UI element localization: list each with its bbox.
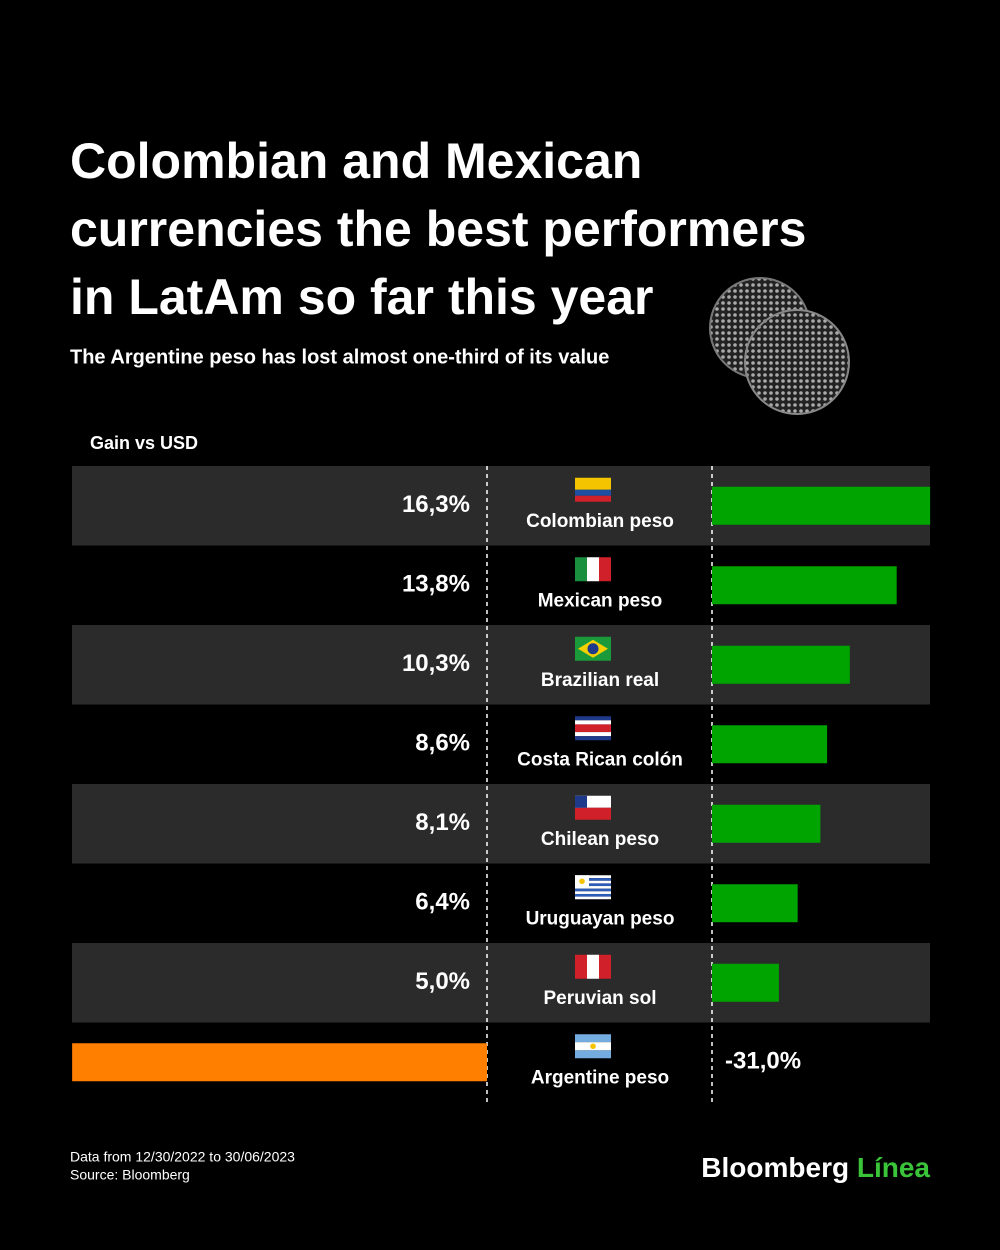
coins <box>709 277 850 415</box>
flag <box>575 875 611 900</box>
flag-stripe <box>575 888 611 892</box>
bar <box>712 725 828 764</box>
bar <box>712 645 850 684</box>
flag-stripe <box>575 893 611 897</box>
bar <box>712 804 821 843</box>
flag-stripe <box>575 954 587 979</box>
category-label: Mexican peso <box>538 590 663 611</box>
value-label: 5,0% <box>415 968 470 995</box>
brand-logo: Bloomberg Línea <box>701 1152 930 1183</box>
category-label: Peruvian sol <box>544 988 657 1009</box>
value-label: 8,1% <box>415 809 470 836</box>
flag-stripe <box>579 878 585 885</box>
flag-stripe <box>575 878 611 881</box>
flag-stripe <box>575 557 587 582</box>
category-label: Brazilian real <box>541 670 659 691</box>
flag-stripe <box>575 489 611 496</box>
flag <box>575 1034 611 1059</box>
flag-stripe <box>590 1043 596 1050</box>
flag-stripe <box>599 954 611 979</box>
flag-stripe <box>575 880 611 884</box>
flag-stripe <box>575 1050 611 1059</box>
flag-stripe <box>575 875 611 879</box>
flag-stripe <box>587 954 599 979</box>
subtitle: The Argentine peso has lost almost one-t… <box>70 346 609 368</box>
flag-stripe <box>575 724 611 733</box>
note: Data from 12/30/2022 to 30/06/2023 <box>70 1149 295 1165</box>
bar <box>72 1043 487 1082</box>
chart-title: in LatAm so far this year <box>70 269 654 325</box>
bar <box>712 566 897 605</box>
flag <box>575 557 611 582</box>
category-label: Chilean peso <box>541 829 659 850</box>
flag-stripe <box>575 807 611 820</box>
flag-stripe <box>599 557 611 582</box>
flag <box>575 636 611 661</box>
category-label: Uruguayan peso <box>526 908 675 929</box>
flag-stripe <box>587 643 599 655</box>
flag-stripe <box>575 891 611 894</box>
row-band <box>72 943 930 1023</box>
bar <box>712 486 931 525</box>
chart-title: Colombian and Mexican <box>70 133 642 189</box>
flag <box>575 795 611 820</box>
flag-stripe <box>575 886 611 889</box>
value-label: 6,4% <box>415 889 470 916</box>
note: Source: Bloomberg <box>70 1167 190 1183</box>
brand: Bloomberg <box>701 1152 849 1183</box>
flag <box>575 954 611 979</box>
value-label: 16,3% <box>402 491 470 518</box>
bar <box>712 884 798 923</box>
flag-stripe <box>575 495 611 502</box>
value-label: 13,8% <box>402 571 470 598</box>
category-label: Argentine peso <box>531 1067 669 1088</box>
value-label: 8,6% <box>415 730 470 757</box>
flag-stripe <box>575 896 611 900</box>
flag-stripe <box>575 1034 611 1043</box>
category-label: Colombian peso <box>526 511 674 532</box>
category-label: Costa Rican colón <box>517 749 683 770</box>
bar <box>712 963 779 1002</box>
flag-stripe <box>575 716 611 721</box>
flag-stripe <box>587 557 599 582</box>
flag-stripe <box>575 732 611 737</box>
brand: Línea <box>857 1152 931 1183</box>
flag-stripe <box>575 720 611 725</box>
flag-stripe <box>575 477 611 490</box>
value-label: -31,0% <box>725 1048 801 1075</box>
flag <box>575 477 611 502</box>
flag-stripe <box>575 883 611 887</box>
flag-stripe <box>575 795 587 808</box>
chart-title: currencies the best performers <box>70 201 806 257</box>
flag-stripe <box>575 736 611 741</box>
value-label: 10,3% <box>402 650 470 677</box>
flag <box>575 716 611 741</box>
axis-label: Gain vs USD <box>90 433 198 453</box>
